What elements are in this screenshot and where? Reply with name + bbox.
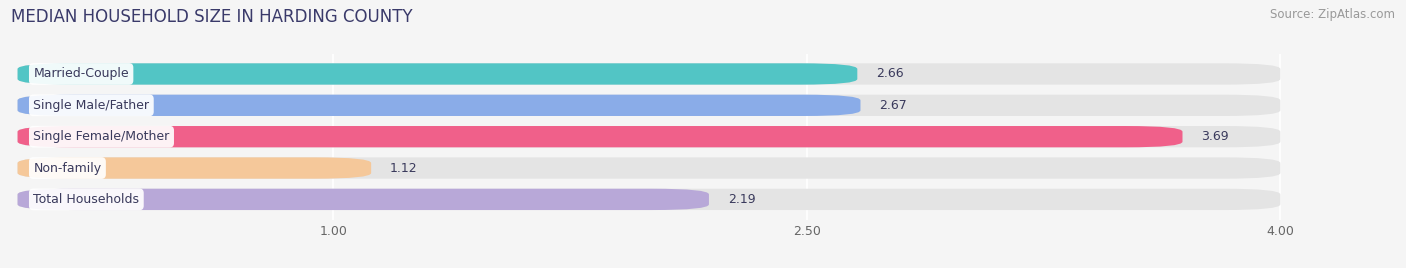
FancyBboxPatch shape — [17, 157, 1281, 179]
FancyBboxPatch shape — [17, 126, 1182, 147]
FancyBboxPatch shape — [17, 95, 1281, 116]
Text: Married-Couple: Married-Couple — [34, 68, 129, 80]
Text: 2.67: 2.67 — [879, 99, 907, 112]
Text: MEDIAN HOUSEHOLD SIZE IN HARDING COUNTY: MEDIAN HOUSEHOLD SIZE IN HARDING COUNTY — [11, 8, 413, 26]
Text: Non-family: Non-family — [34, 162, 101, 174]
Text: 3.69: 3.69 — [1202, 130, 1229, 143]
Text: 1.12: 1.12 — [389, 162, 418, 174]
Text: Single Male/Father: Single Male/Father — [34, 99, 149, 112]
Text: Single Female/Mother: Single Female/Mother — [34, 130, 170, 143]
Text: 2.66: 2.66 — [876, 68, 904, 80]
FancyBboxPatch shape — [17, 189, 709, 210]
FancyBboxPatch shape — [17, 95, 860, 116]
FancyBboxPatch shape — [17, 157, 371, 179]
FancyBboxPatch shape — [17, 126, 1281, 147]
FancyBboxPatch shape — [17, 63, 1281, 85]
Text: 2.19: 2.19 — [728, 193, 755, 206]
FancyBboxPatch shape — [17, 63, 858, 85]
FancyBboxPatch shape — [17, 189, 1281, 210]
Text: Total Households: Total Households — [34, 193, 139, 206]
Text: Source: ZipAtlas.com: Source: ZipAtlas.com — [1270, 8, 1395, 21]
